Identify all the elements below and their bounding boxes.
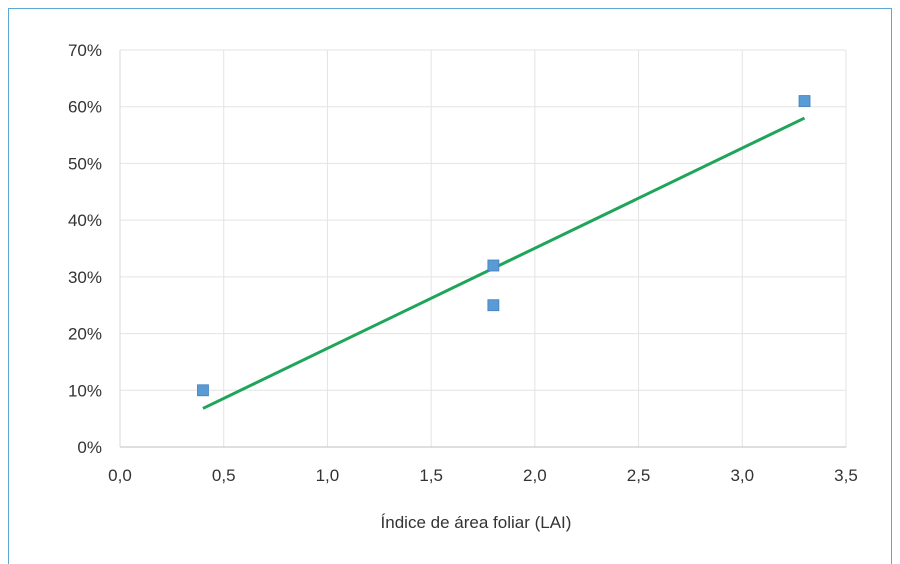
x-tick-label: 2,0 — [523, 466, 547, 485]
data-point-marker — [487, 259, 500, 272]
y-tick-label: 40% — [68, 211, 102, 230]
y-tick-label: 20% — [68, 325, 102, 344]
point-layer — [197, 95, 811, 397]
axis-layer — [119, 50, 846, 448]
x-tick-label: 0,5 — [212, 466, 236, 485]
y-tick-label: 0% — [77, 438, 102, 457]
chart-frame — [8, 8, 892, 564]
x-axis-title: Índice de área foliar (LAI) — [381, 513, 572, 532]
trendline — [202, 116, 806, 410]
x-tick-label: 0,0 — [108, 466, 132, 485]
x-tick-label: 3,0 — [730, 466, 754, 485]
x-tick-label: 3,5 — [834, 466, 858, 485]
y-tick-label: 30% — [68, 268, 102, 287]
y-tick-label: 60% — [68, 98, 102, 117]
x-tick-label: 2,5 — [627, 466, 651, 485]
data-point-marker — [487, 299, 500, 312]
data-point-marker — [798, 95, 811, 107]
x-tick-label: 1,0 — [316, 466, 340, 485]
grid-layer — [120, 49, 847, 447]
y-tick-label: 10% — [68, 381, 102, 400]
y-tick-label: 50% — [68, 154, 102, 173]
x-tick-label: 1,5 — [419, 466, 443, 485]
trendline-layer — [202, 116, 806, 410]
tick-label-layer: 0% 10% 20% 30% 40% 50% 60% 70% 0,0 0,5 1,0 1,5 2,0 2,… — [68, 41, 858, 485]
data-point-marker — [197, 384, 209, 397]
y-tick-label: 70% — [68, 41, 102, 60]
